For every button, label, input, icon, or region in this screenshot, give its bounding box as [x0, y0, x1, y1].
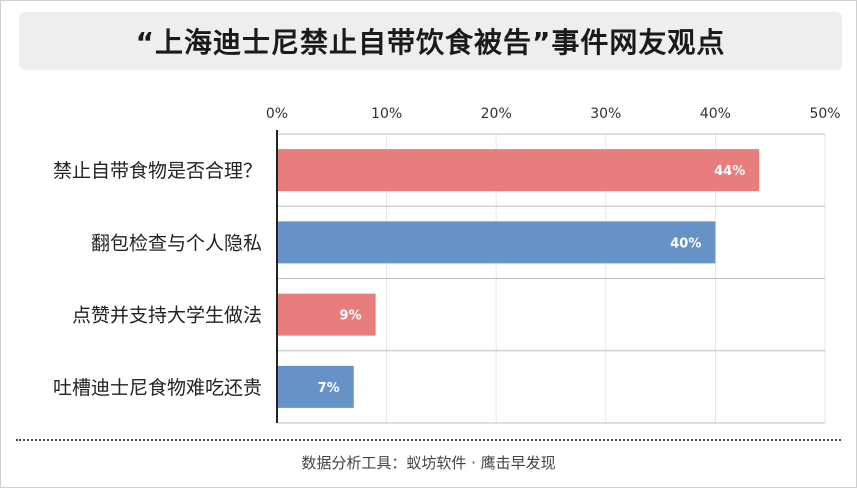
bar-value-label: 9%	[340, 309, 362, 324]
x-tick-label: 20%	[481, 106, 512, 122]
source-footer: 数据分析工具：蚁坊软件 · 鹰击早发现	[301, 454, 556, 472]
category-label: 点赞并支持大学生做法	[72, 305, 262, 327]
footer-divider	[16, 439, 841, 441]
bar	[277, 365, 354, 408]
bar-value-label: 44%	[714, 164, 745, 179]
category-label: 翻包检查与个人隐私	[91, 232, 262, 254]
x-tick-label: 50%	[809, 106, 840, 122]
chart-title: “上海迪士尼禁止自带饮食被告”事件网友观点	[135, 26, 726, 59]
title-banner: “上海迪士尼禁止自带饮食被告”事件网友观点	[19, 12, 842, 70]
bar	[277, 221, 716, 264]
bar	[277, 293, 376, 336]
bar-value-label: 7%	[318, 381, 340, 396]
x-tick-label: 30%	[590, 106, 621, 122]
x-tick-label: 0%	[266, 106, 288, 122]
x-tick-label: 10%	[371, 106, 402, 122]
bar	[277, 149, 760, 192]
category-label: 吐槽迪士尼食物难吃还贵	[53, 377, 262, 399]
bar-value-label: 40%	[670, 236, 701, 251]
x-tick-label: 40%	[700, 106, 731, 122]
category-label: 禁止自带食物是否合理？	[53, 160, 262, 182]
